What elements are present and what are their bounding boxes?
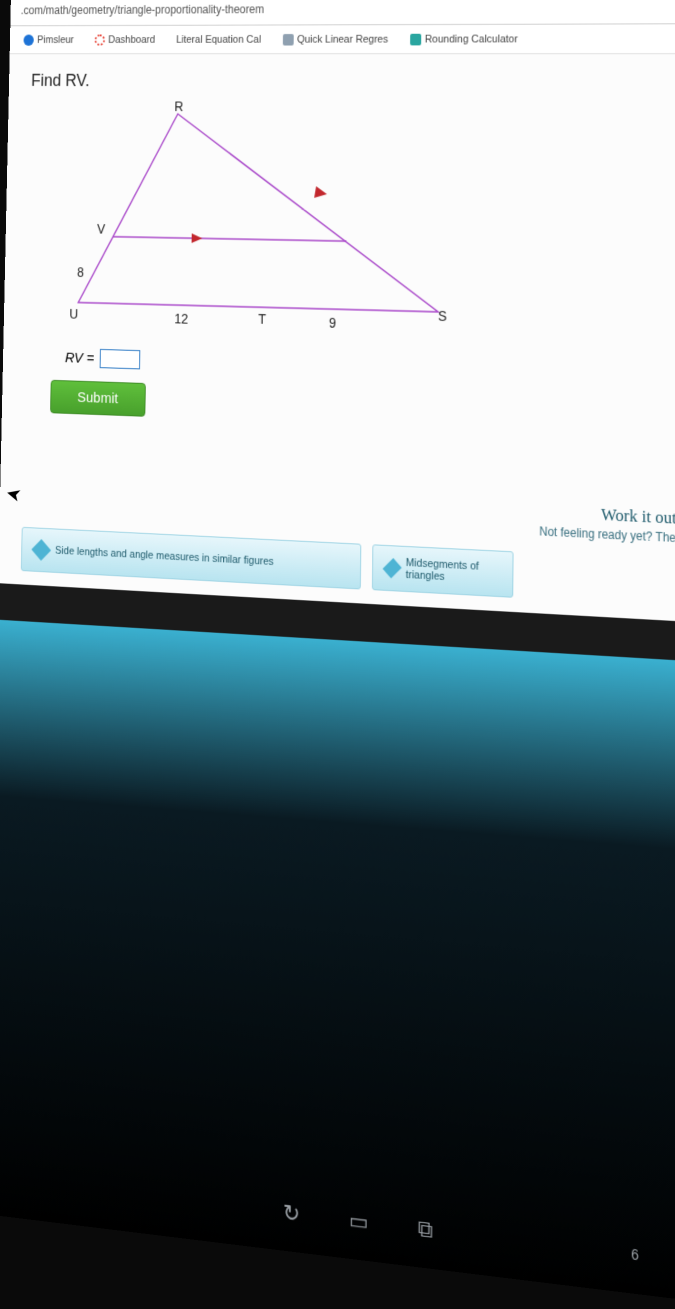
- refresh-icon[interactable]: ↻: [283, 1199, 301, 1228]
- work-it-out-subtitle: Not feeling ready yet? These can help:: [539, 524, 675, 548]
- answer-row: RV =: [65, 348, 675, 389]
- bookmark-icon: [410, 33, 421, 45]
- vertex-s: S: [438, 308, 447, 324]
- bookmark-dashboard[interactable]: Dashboard: [94, 34, 155, 45]
- question-text: Find RV.: [31, 71, 675, 93]
- seg-ts-label: 9: [329, 315, 336, 331]
- list-icon: [283, 34, 294, 45]
- bookmark-rounding-calc[interactable]: Rounding Calculator: [410, 33, 518, 45]
- submit-button[interactable]: Submit: [50, 380, 146, 417]
- bookmark-label: Quick Linear Regres: [297, 33, 388, 45]
- window-icon[interactable]: ▭: [349, 1207, 369, 1236]
- bookmark-literal-equation[interactable]: Literal Equation Cal: [176, 34, 261, 46]
- bookmark-pimsleur[interactable]: Pimsleur: [23, 34, 73, 45]
- vertex-v: V: [97, 221, 105, 236]
- bookmarks-bar: Pimsleur Dashboard Literal Equation Cal …: [10, 24, 675, 54]
- problem-page: Find RV. R V U T S 8 12 9: [0, 54, 675, 626]
- url-text: .com/math/geometry/triangle-proportional…: [21, 3, 264, 17]
- bookmark-label: Dashboard: [108, 34, 155, 45]
- bookmark-icon: [94, 34, 105, 45]
- diamond-icon: [383, 558, 402, 578]
- answer-input[interactable]: [99, 349, 140, 369]
- vertex-r: R: [174, 99, 183, 114]
- bookmark-quick-linear[interactable]: Quick Linear Regres: [283, 33, 389, 45]
- bookmark-icon: [23, 34, 33, 45]
- bookmark-label: Literal Equation Cal: [176, 34, 261, 46]
- bookmark-label: Pimsleur: [37, 34, 74, 45]
- seg-ut-label: 12: [174, 311, 188, 327]
- key-6: 6: [631, 1246, 639, 1264]
- answer-prefix: RV =: [65, 349, 94, 366]
- work-it-out: Work it out Not feeling ready yet? These…: [539, 502, 675, 548]
- help-card-label: Side lengths and angle measures in simil…: [55, 545, 274, 568]
- diamond-icon: [31, 539, 51, 561]
- copy-icon[interactable]: ⧉: [418, 1215, 433, 1244]
- seg-uv-label: 8: [77, 264, 84, 279]
- triangle-figure: R V U T S 8 12 9: [43, 104, 477, 343]
- submit-label: Submit: [77, 389, 118, 407]
- vertex-u: U: [69, 306, 78, 321]
- vertex-t: T: [258, 311, 266, 327]
- help-card-similar-figures[interactable]: Side lengths and angle measures in simil…: [21, 527, 361, 590]
- address-bar[interactable]: .com/math/geometry/triangle-proportional…: [10, 0, 675, 26]
- help-card-midsegments[interactable]: Midsegments of triangles: [372, 544, 514, 597]
- help-card-label: Midsegments of triangles: [406, 557, 500, 586]
- bookmark-label: Rounding Calculator: [425, 33, 518, 45]
